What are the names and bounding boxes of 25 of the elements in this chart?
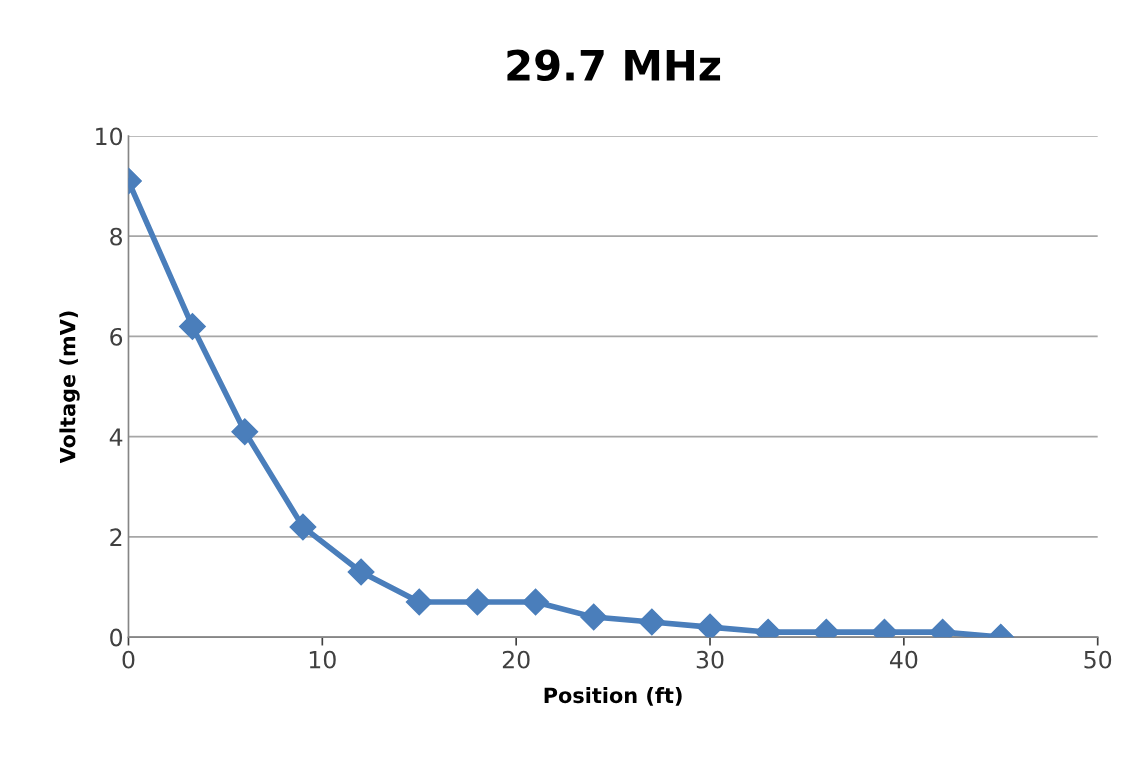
x-tick-label: 10 — [309, 650, 336, 669]
point — [638, 608, 666, 636]
point — [696, 613, 724, 638]
point — [289, 513, 317, 541]
x-axis-title: Position (ft) — [544, 687, 682, 706]
y-tick-label: 0 — [110, 628, 123, 647]
y-tick-label: 4 — [109, 428, 123, 446]
point — [347, 558, 375, 586]
y-tick-label: 2 — [110, 528, 122, 546]
point — [231, 418, 259, 446]
x-tick-label: 20 — [502, 650, 530, 669]
x-tick-label: 30 — [696, 650, 724, 669]
point — [178, 312, 206, 340]
y-axis-title: Voltage (mV) — [59, 311, 80, 464]
point — [580, 603, 608, 631]
point — [405, 588, 433, 616]
y-tick-label: 8 — [110, 227, 122, 246]
x-tick-label: 50 — [1084, 650, 1112, 669]
point — [463, 588, 491, 616]
x-tick-label: 0 — [122, 650, 135, 669]
chart-title: 29.7 MHz — [507, 49, 721, 82]
y-tick-label: 6 — [110, 327, 123, 346]
y-tick-label: 10 — [96, 127, 123, 146]
point — [522, 588, 550, 616]
x-tick-label: 40 — [889, 650, 918, 669]
